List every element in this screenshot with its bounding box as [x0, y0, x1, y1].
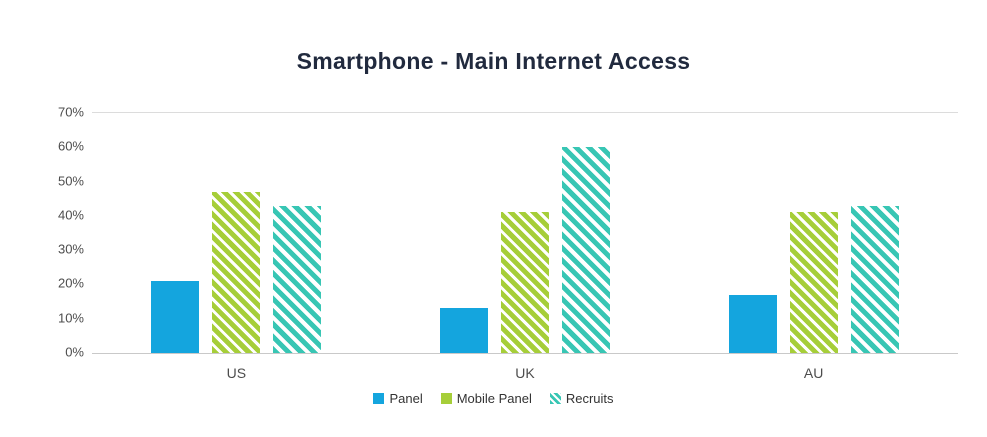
bar-mobile-panel-uk [500, 212, 549, 353]
bar-group-au: AU [728, 113, 899, 381]
y-axis: 0% 10% 20% 30% 40% 50% 60% 70% [0, 105, 84, 360]
legend-label-recruits: Recruits [565, 391, 614, 406]
x-axis-label-uk: UK [515, 365, 535, 381]
legend: Panel Mobile Panel Recruits [0, 391, 987, 406]
bar-panel-us [151, 281, 200, 353]
bar-group-us: US [151, 113, 322, 381]
x-axis-label-au: AU [803, 365, 824, 381]
bar-recruits-us [273, 205, 322, 353]
y-axis-tick: 30% [57, 241, 84, 257]
legend-marker-panel [373, 393, 385, 404]
bar-mobile-panel-us [212, 191, 261, 353]
legend-marker-mobile-panel [440, 393, 452, 404]
chart-title: Smartphone - Main Internet Access [296, 48, 691, 74]
y-axis-tick: 60% [57, 138, 84, 154]
y-axis-tick: 20% [57, 275, 84, 291]
bar-groups: US UK AU [92, 113, 958, 381]
x-axis-label-us: US [226, 365, 247, 381]
bar-group-uk: UK [439, 113, 610, 381]
y-axis-tick: 0% [65, 344, 84, 360]
bar-mobile-panel-au [789, 212, 838, 353]
legend-item-panel: Panel [373, 391, 423, 406]
y-axis-tick: 70% [57, 104, 84, 120]
legend-item-mobile-panel: Mobile Panel [440, 391, 532, 406]
bar-panel-uk [439, 308, 488, 353]
y-axis-tick: 40% [57, 207, 84, 223]
bar-panel-au [728, 294, 777, 353]
y-axis-tick: 50% [57, 173, 84, 189]
legend-label-mobile-panel: Mobile Panel [456, 391, 532, 406]
y-axis-tick: 10% [57, 310, 84, 326]
legend-label-panel: Panel [389, 391, 423, 406]
bar-recruits-au [850, 205, 899, 353]
legend-item-recruits: Recruits [549, 391, 614, 406]
plot-area: US UK AU [92, 112, 958, 381]
bar-recruits-uk [561, 147, 610, 353]
legend-marker-recruits [549, 393, 561, 404]
